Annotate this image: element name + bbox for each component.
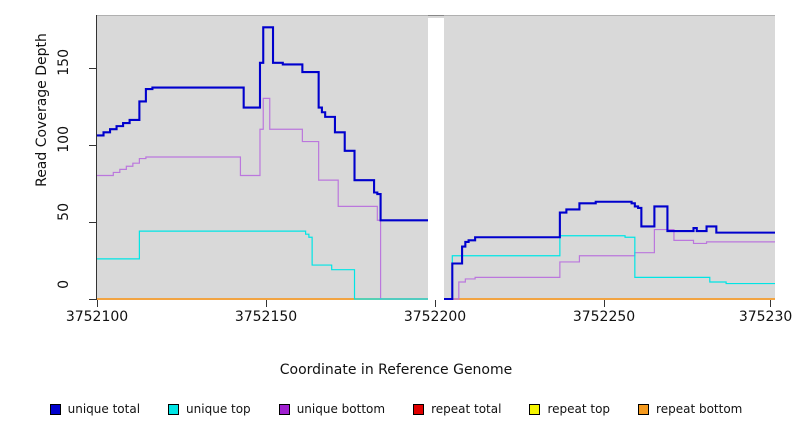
legend-item-unique-total[interactable]: unique total bbox=[49, 402, 141, 416]
y-tick-mark-100 bbox=[89, 145, 96, 146]
plot-panel-break-cap bbox=[428, 15, 444, 18]
legend-item-unique-bottom[interactable]: unique bottom bbox=[278, 402, 386, 416]
x-tick-label-3752200: 3752200 bbox=[403, 309, 467, 325]
legend-label: repeat top bbox=[547, 402, 611, 416]
legend-item-repeat-total[interactable]: repeat total bbox=[413, 402, 501, 416]
y-tick-mark-50 bbox=[89, 222, 96, 223]
x-tick-mark-3752200 bbox=[435, 300, 436, 307]
legend-label: repeat bottom bbox=[656, 402, 743, 416]
legend-swatch-icon bbox=[278, 403, 290, 415]
y-axis-line bbox=[96, 15, 97, 300]
legend-swatch-icon bbox=[638, 403, 650, 415]
legend-label: unique total bbox=[67, 402, 141, 416]
x-tick-label-3752150: 3752150 bbox=[234, 309, 298, 325]
legend-swatch-icon bbox=[49, 403, 61, 415]
legend-label: unique top bbox=[186, 402, 251, 416]
y-tick-mark-0 bbox=[89, 299, 96, 300]
series-unique-top bbox=[97, 230, 775, 300]
x-axis-title: Coordinate in Reference Genome bbox=[279, 362, 513, 378]
legend: unique total unique top unique bottom repea… bbox=[0, 398, 792, 420]
legend-label: repeat total bbox=[431, 402, 502, 416]
series-unique-bottom bbox=[97, 97, 775, 300]
x-tick-label-3752250: 3752250 bbox=[572, 309, 636, 325]
x-tick-mark-3752250 bbox=[604, 300, 605, 307]
panel-break-gap bbox=[428, 15, 444, 300]
x-tick-mark-3752300 bbox=[770, 300, 771, 307]
legend-item-unique-top[interactable]: unique top bbox=[168, 402, 251, 416]
x-tick-mark-3752150 bbox=[266, 300, 267, 307]
legend-item-repeat-top[interactable]: repeat top bbox=[529, 402, 610, 416]
legend-label: unique bottom bbox=[296, 402, 386, 416]
legend-swatch-icon bbox=[168, 403, 180, 415]
x-tick-mark-3752100 bbox=[97, 300, 98, 307]
series-unique-total bbox=[97, 26, 775, 301]
plot-panel-right bbox=[444, 15, 775, 300]
legend-item-repeat-bottom[interactable]: repeat bottom bbox=[638, 402, 742, 416]
legend-swatch-icon bbox=[413, 403, 425, 415]
legend-swatch-icon bbox=[529, 403, 541, 415]
x-tick-label-3752300: 3752300 bbox=[738, 309, 792, 325]
y-tick-mark-150 bbox=[89, 68, 96, 69]
x-tick-label-3752100: 3752100 bbox=[65, 309, 129, 325]
